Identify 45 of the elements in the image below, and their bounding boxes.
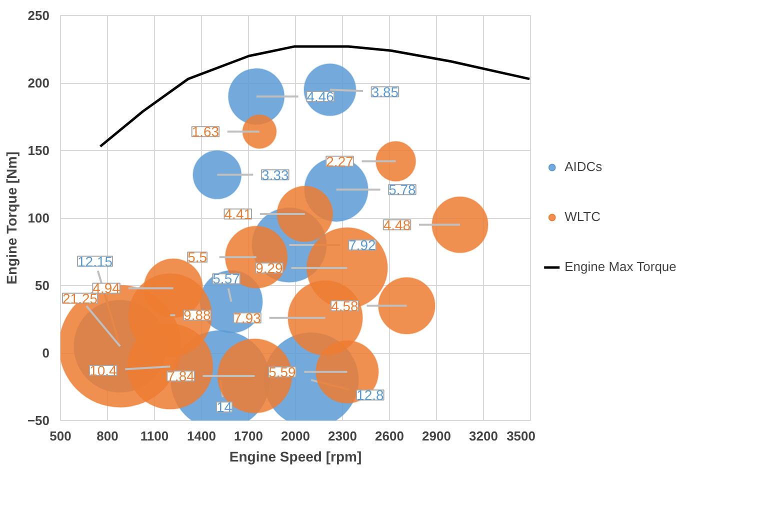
y-tick-label: −50 [27, 413, 50, 428]
data-label: 3.33 [262, 166, 290, 183]
x-axis-title: Engine Speed [rpm] [229, 448, 362, 464]
data-label: 5.59 [268, 364, 296, 380]
data-label: 4.48 [383, 216, 411, 233]
x-tick-label: 800 [96, 428, 118, 444]
data-label: 4.58 [331, 298, 359, 314]
data-label: 9.29 [256, 260, 284, 276]
x-tick-label: 1700 [234, 428, 263, 444]
x-tick-label: 3200 [469, 428, 498, 444]
y-tick-label: 0 [42, 346, 50, 360]
data-label: 3.85 [371, 84, 399, 100]
y-tick-label: 250 [28, 8, 50, 23]
x-tick-label: 2300 [328, 428, 357, 444]
x-tick-label: 1100 [140, 428, 169, 444]
y-axis-title: Engine Torque [Nm] [3, 152, 20, 284]
data-label: 7.92 [348, 237, 376, 253]
data-label: 1.63 [192, 124, 220, 140]
legend-label: WLTC [564, 209, 602, 224]
data-label: 4.41 [224, 206, 252, 222]
x-tick-label: 2600 [375, 428, 404, 444]
x-tick-label: 2900 [422, 428, 451, 444]
x-tick-label: 1400 [187, 428, 216, 444]
data-label: 7.93 [234, 310, 262, 326]
data-label: 5.57 [212, 270, 240, 287]
y-tick-label: 200 [28, 76, 50, 90]
data-label: 12.8 [356, 387, 384, 403]
y-tick-label: 100 [28, 210, 50, 226]
x-tick-label: 500 [50, 428, 72, 444]
data-label: 14 [216, 399, 232, 415]
legend-label: AIDCs [564, 159, 604, 174]
legend-label: Engine Max Torque [564, 259, 676, 274]
data-label: 10.4 [90, 362, 118, 378]
x-tick-label: 3500 [506, 428, 536, 444]
y-tick-label: 150 [28, 143, 50, 158]
data-label: 4.94 [92, 280, 120, 296]
x-tick-label: 2000 [281, 428, 310, 444]
data-label: 4.46 [306, 88, 334, 104]
data-label: 2.27 [326, 153, 354, 170]
data-label: 7.84 [167, 368, 195, 384]
data-label: 9.88 [184, 307, 212, 324]
y-tick-label: 50 [35, 278, 50, 293]
data-label: 5.5 [188, 249, 208, 266]
data-label: 5.78 [388, 182, 416, 198]
data-label: 12.15 [78, 253, 113, 270]
